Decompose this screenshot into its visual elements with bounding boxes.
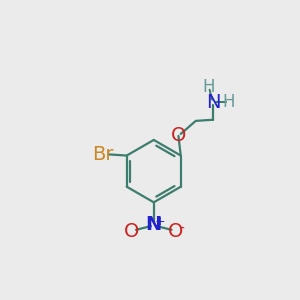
Text: O: O [171, 126, 186, 146]
Text: Br: Br [92, 145, 113, 164]
Text: H: H [223, 93, 235, 111]
Text: O: O [124, 222, 140, 241]
Text: H: H [202, 78, 215, 96]
Text: N: N [206, 93, 220, 112]
Text: +: + [154, 215, 165, 228]
Text: N: N [146, 215, 162, 234]
Text: O: O [168, 222, 183, 241]
Text: -: - [180, 222, 184, 236]
